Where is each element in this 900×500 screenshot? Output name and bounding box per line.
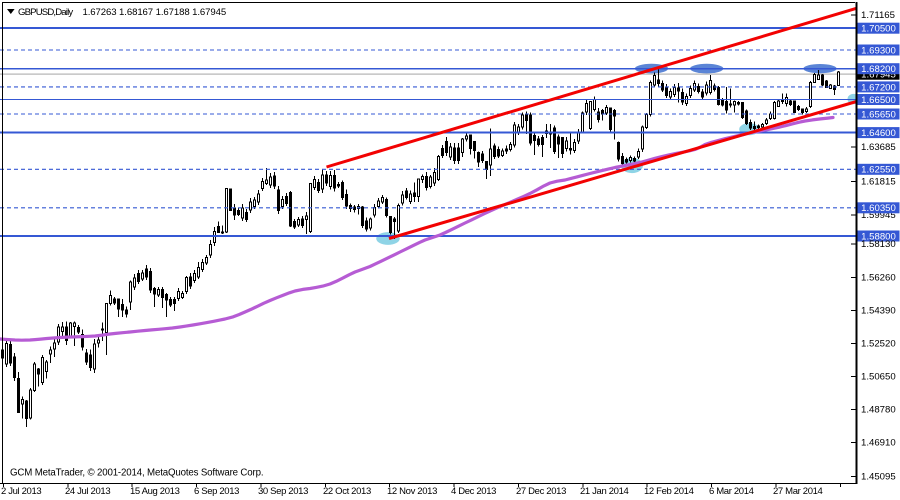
svg-text:1.58800: 1.58800: [861, 231, 896, 242]
svg-text:4 Dec 2013: 4 Dec 2013: [451, 486, 496, 497]
svg-text:1.46910: 1.46910: [861, 437, 896, 448]
svg-text:27 Dec 2013: 27 Dec 2013: [516, 486, 566, 497]
svg-text:6 Sep 2013: 6 Sep 2013: [194, 486, 239, 497]
svg-text:1.50650: 1.50650: [861, 371, 896, 382]
svg-text:1.67263 1.68167 1.67188 1.6794: 1.67263 1.68167 1.67188 1.67945: [83, 7, 227, 18]
svg-text:15 Aug 2013: 15 Aug 2013: [130, 486, 180, 497]
svg-text:1.69300: 1.69300: [861, 45, 896, 56]
svg-text:6 Mar 2014: 6 Mar 2014: [709, 486, 754, 497]
svg-text:1.48780: 1.48780: [861, 404, 896, 415]
svg-text:1.52520: 1.52520: [861, 338, 896, 349]
svg-text:GBPUSD,Daily: GBPUSD,Daily: [18, 7, 73, 18]
svg-text:1.58130: 1.58130: [861, 239, 896, 250]
svg-text:1.71165: 1.71165: [861, 10, 895, 21]
svg-text:1.54390: 1.54390: [861, 305, 896, 316]
svg-text:1.56260: 1.56260: [861, 272, 896, 283]
svg-text:1.65650: 1.65650: [861, 109, 896, 120]
svg-text:2 Jul 2013: 2 Jul 2013: [1, 486, 41, 497]
svg-text:1.59945: 1.59945: [861, 210, 896, 221]
svg-text:1.67200: 1.67200: [861, 82, 896, 93]
svg-text:1.67945: 1.67945: [861, 70, 896, 81]
svg-text:1.63685: 1.63685: [861, 142, 896, 153]
svg-text:1.70500: 1.70500: [861, 24, 896, 35]
svg-text:24 Jul 2013: 24 Jul 2013: [65, 486, 110, 497]
svg-text:1.62550: 1.62550: [861, 165, 896, 176]
svg-text:21 Jan 2014: 21 Jan 2014: [580, 486, 629, 497]
svg-text:1.61815: 1.61815: [861, 176, 896, 187]
svg-text:1.64600: 1.64600: [861, 128, 896, 139]
svg-text:27 Mar 2014: 27 Mar 2014: [773, 486, 823, 497]
svg-text:12 Feb 2014: 12 Feb 2014: [644, 486, 694, 497]
svg-text:1.45095: 1.45095: [861, 471, 896, 482]
svg-text:GCM MetaTrader, © 2001-2014, M: GCM MetaTrader, © 2001-2014, MetaQuotes …: [10, 468, 263, 479]
svg-text:1.66500: 1.66500: [861, 95, 896, 106]
svg-text:12 Nov 2013: 12 Nov 2013: [387, 486, 437, 497]
svg-text:22 Oct 2013: 22 Oct 2013: [323, 486, 371, 497]
svg-text:1.60350: 1.60350: [861, 203, 896, 214]
svg-text:30 Sep 2013: 30 Sep 2013: [258, 486, 308, 497]
svg-text:1.68200: 1.68200: [861, 64, 896, 75]
